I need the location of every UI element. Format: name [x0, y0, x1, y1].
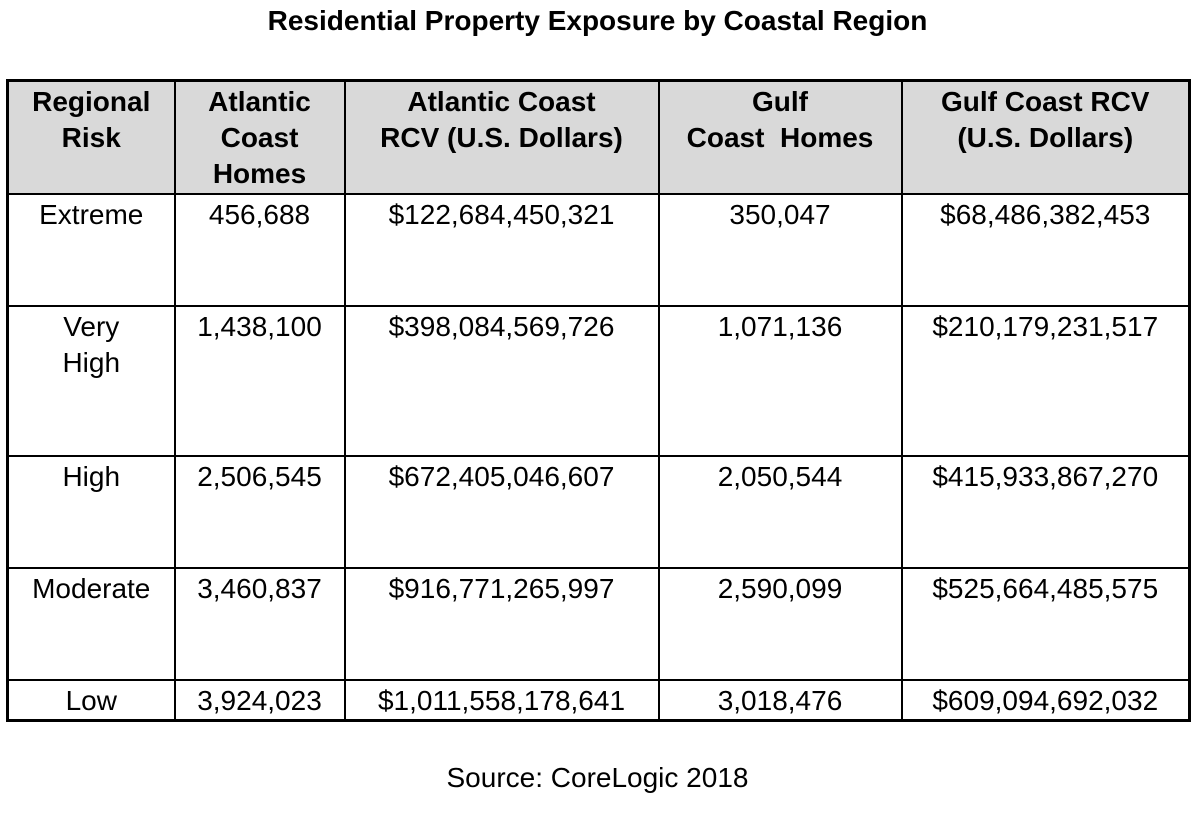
table-row-very-high: Very High 1,438,100 $398,084,569,726 1,0… [6, 304, 1191, 457]
gulf-homes-cell: 1,071,136 [657, 304, 903, 457]
gulf-rcv-cell: $609,094,692,032 [900, 678, 1191, 721]
atlantic-homes-cell: 3,924,023 [173, 678, 346, 721]
atlantic-rcv-cell: $398,084,569,726 [343, 304, 660, 457]
header-line: Gulf Coast RCV [941, 86, 1150, 117]
risk-label: Very [63, 310, 120, 342]
risk-cell: Very High [6, 304, 176, 457]
table-row-low: Low 3,924,023 $1,011,558,178,641 3,018,4… [6, 678, 1191, 721]
header-line: Gulf [752, 86, 808, 117]
atlantic-rcv-cell: $1,011,558,178,641 [343, 678, 660, 721]
atlantic-rcv-cell: $122,684,450,321 [343, 192, 660, 307]
gulf-homes-cell: 2,590,099 [657, 566, 903, 681]
header-line: RCV (U.S. Dollars) [380, 122, 623, 153]
risk-cell: Extreme [6, 192, 176, 307]
gulf-rcv-cell: $525,664,485,575 [900, 566, 1191, 681]
gulf-homes-cell: 350,047 [657, 192, 903, 307]
atlantic-homes-cell: 1,438,100 [173, 304, 346, 457]
atlantic-homes-cell: 456,688 [173, 192, 346, 307]
header-atlantic-rcv: Atlantic Coast RCV (U.S. Dollars) [343, 79, 660, 195]
gulf-rcv-cell: $68,486,382,453 [900, 192, 1191, 307]
risk-cell: High [6, 454, 176, 569]
header-line: Risk [61, 122, 121, 153]
table-row-high: High 2,506,545 $672,405,046,607 2,050,54… [6, 454, 1191, 569]
header-gulf-homes: Gulf Coast Homes [657, 79, 903, 195]
source-note: Source: CoreLogic 2018 [446, 762, 749, 793]
risk-label: Low [65, 684, 117, 716]
atlantic-rcv-cell: $672,405,046,607 [343, 454, 660, 569]
header-row: Regional Risk Atlantic Coast Homes Atlan… [6, 79, 1191, 195]
header-line: Atlantic Coast [407, 86, 596, 117]
header-line: Homes [212, 158, 307, 189]
exposure-table: Regional Risk Atlantic Coast Homes Atlan… [6, 79, 1191, 722]
risk-label: Extreme [39, 198, 144, 230]
gulf-rcv-cell: $415,933,867,270 [900, 454, 1191, 569]
header-regional-risk: Regional Risk [6, 79, 176, 195]
risk-label: High [62, 460, 121, 492]
risk-label: Moderate [32, 572, 151, 604]
atlantic-homes-cell: 3,460,837 [173, 566, 346, 681]
header-line: Coast Homes [686, 122, 874, 153]
header-line: Atlantic [208, 86, 311, 117]
gulf-homes-cell: 3,018,476 [657, 678, 903, 721]
table-row-extreme: Extreme 456,688 $122,684,450,321 350,047… [6, 192, 1191, 307]
risk-cell: Moderate [6, 566, 176, 681]
header-line: Regional [32, 86, 151, 117]
risk-cell: Low [6, 678, 176, 721]
gulf-homes-cell: 2,050,544 [657, 454, 903, 569]
header-gulf-rcv: Gulf Coast RCV (U.S. Dollars) [900, 79, 1191, 195]
risk-label: High [62, 346, 121, 378]
table-row-moderate: Moderate 3,460,837 $916,771,265,997 2,59… [6, 566, 1191, 681]
header-line: (U.S. Dollars) [957, 122, 1134, 153]
atlantic-rcv-cell: $916,771,265,997 [343, 566, 660, 681]
table-title: Residential Property Exposure by Coastal… [267, 5, 928, 36]
header-line: Coast [220, 122, 299, 153]
atlantic-homes-cell: 2,506,545 [173, 454, 346, 569]
header-atlantic-homes: Atlantic Coast Homes [173, 79, 346, 195]
gulf-rcv-cell: $210,179,231,517 [900, 304, 1191, 457]
